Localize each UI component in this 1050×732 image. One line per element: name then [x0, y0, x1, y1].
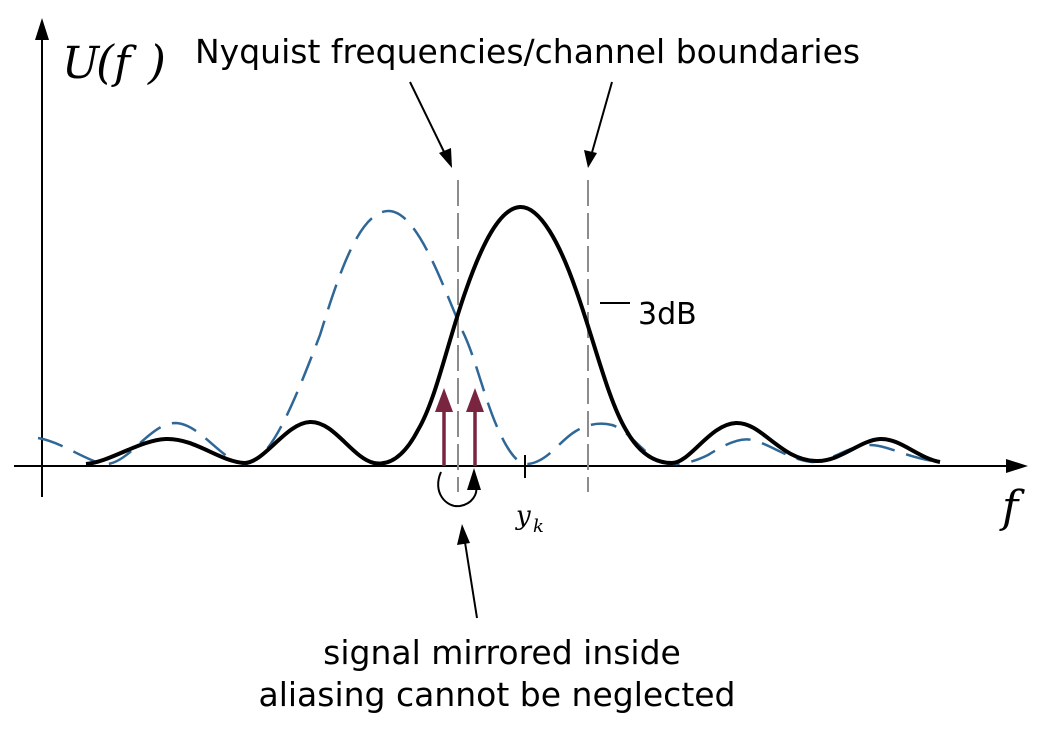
three-db-label: 3dB: [638, 297, 697, 332]
main-channel-curve: [85, 204, 941, 466]
mirror-annotation-arrow: [463, 535, 478, 619]
y-axis-label-close-paren: ): [147, 35, 166, 89]
nyquist-arrow-left: [409, 81, 448, 159]
x-axis-arrow-icon: [1006, 459, 1028, 473]
y-axis-label-main: U: [62, 38, 101, 89]
x-axis-label: f: [999, 482, 1025, 533]
nyquist-arrow-right: [590, 81, 613, 157]
bottom-label-line1: signal mirrored inside: [323, 633, 681, 672]
mirror-arrow-right-head-icon: [466, 388, 484, 412]
y-axis-label-var: f: [111, 38, 137, 89]
mirror-annotation-arrow-head-icon: [457, 524, 470, 545]
yk-label-sub: k: [533, 516, 544, 537]
nyquist-arrow-right-head-icon: [584, 150, 597, 168]
nyquist-label: Nyquist frequencies/channel boundaries: [195, 32, 860, 71]
mirror-loop-arrow: [437, 471, 478, 508]
bottom-label-line2: aliasing cannot be neglected: [258, 675, 735, 714]
y-axis-label-open-paren: (: [96, 35, 115, 89]
neighbor-channel-curve: [37, 209, 941, 466]
nyquist-arrow-left-head-icon: [439, 148, 452, 168]
mirror-arrow-left-head-icon: [435, 388, 453, 412]
yk-label-main: y: [515, 501, 531, 531]
y-axis-arrow-icon: [35, 18, 49, 40]
mirror-loop-arrow-head-icon: [467, 468, 481, 490]
